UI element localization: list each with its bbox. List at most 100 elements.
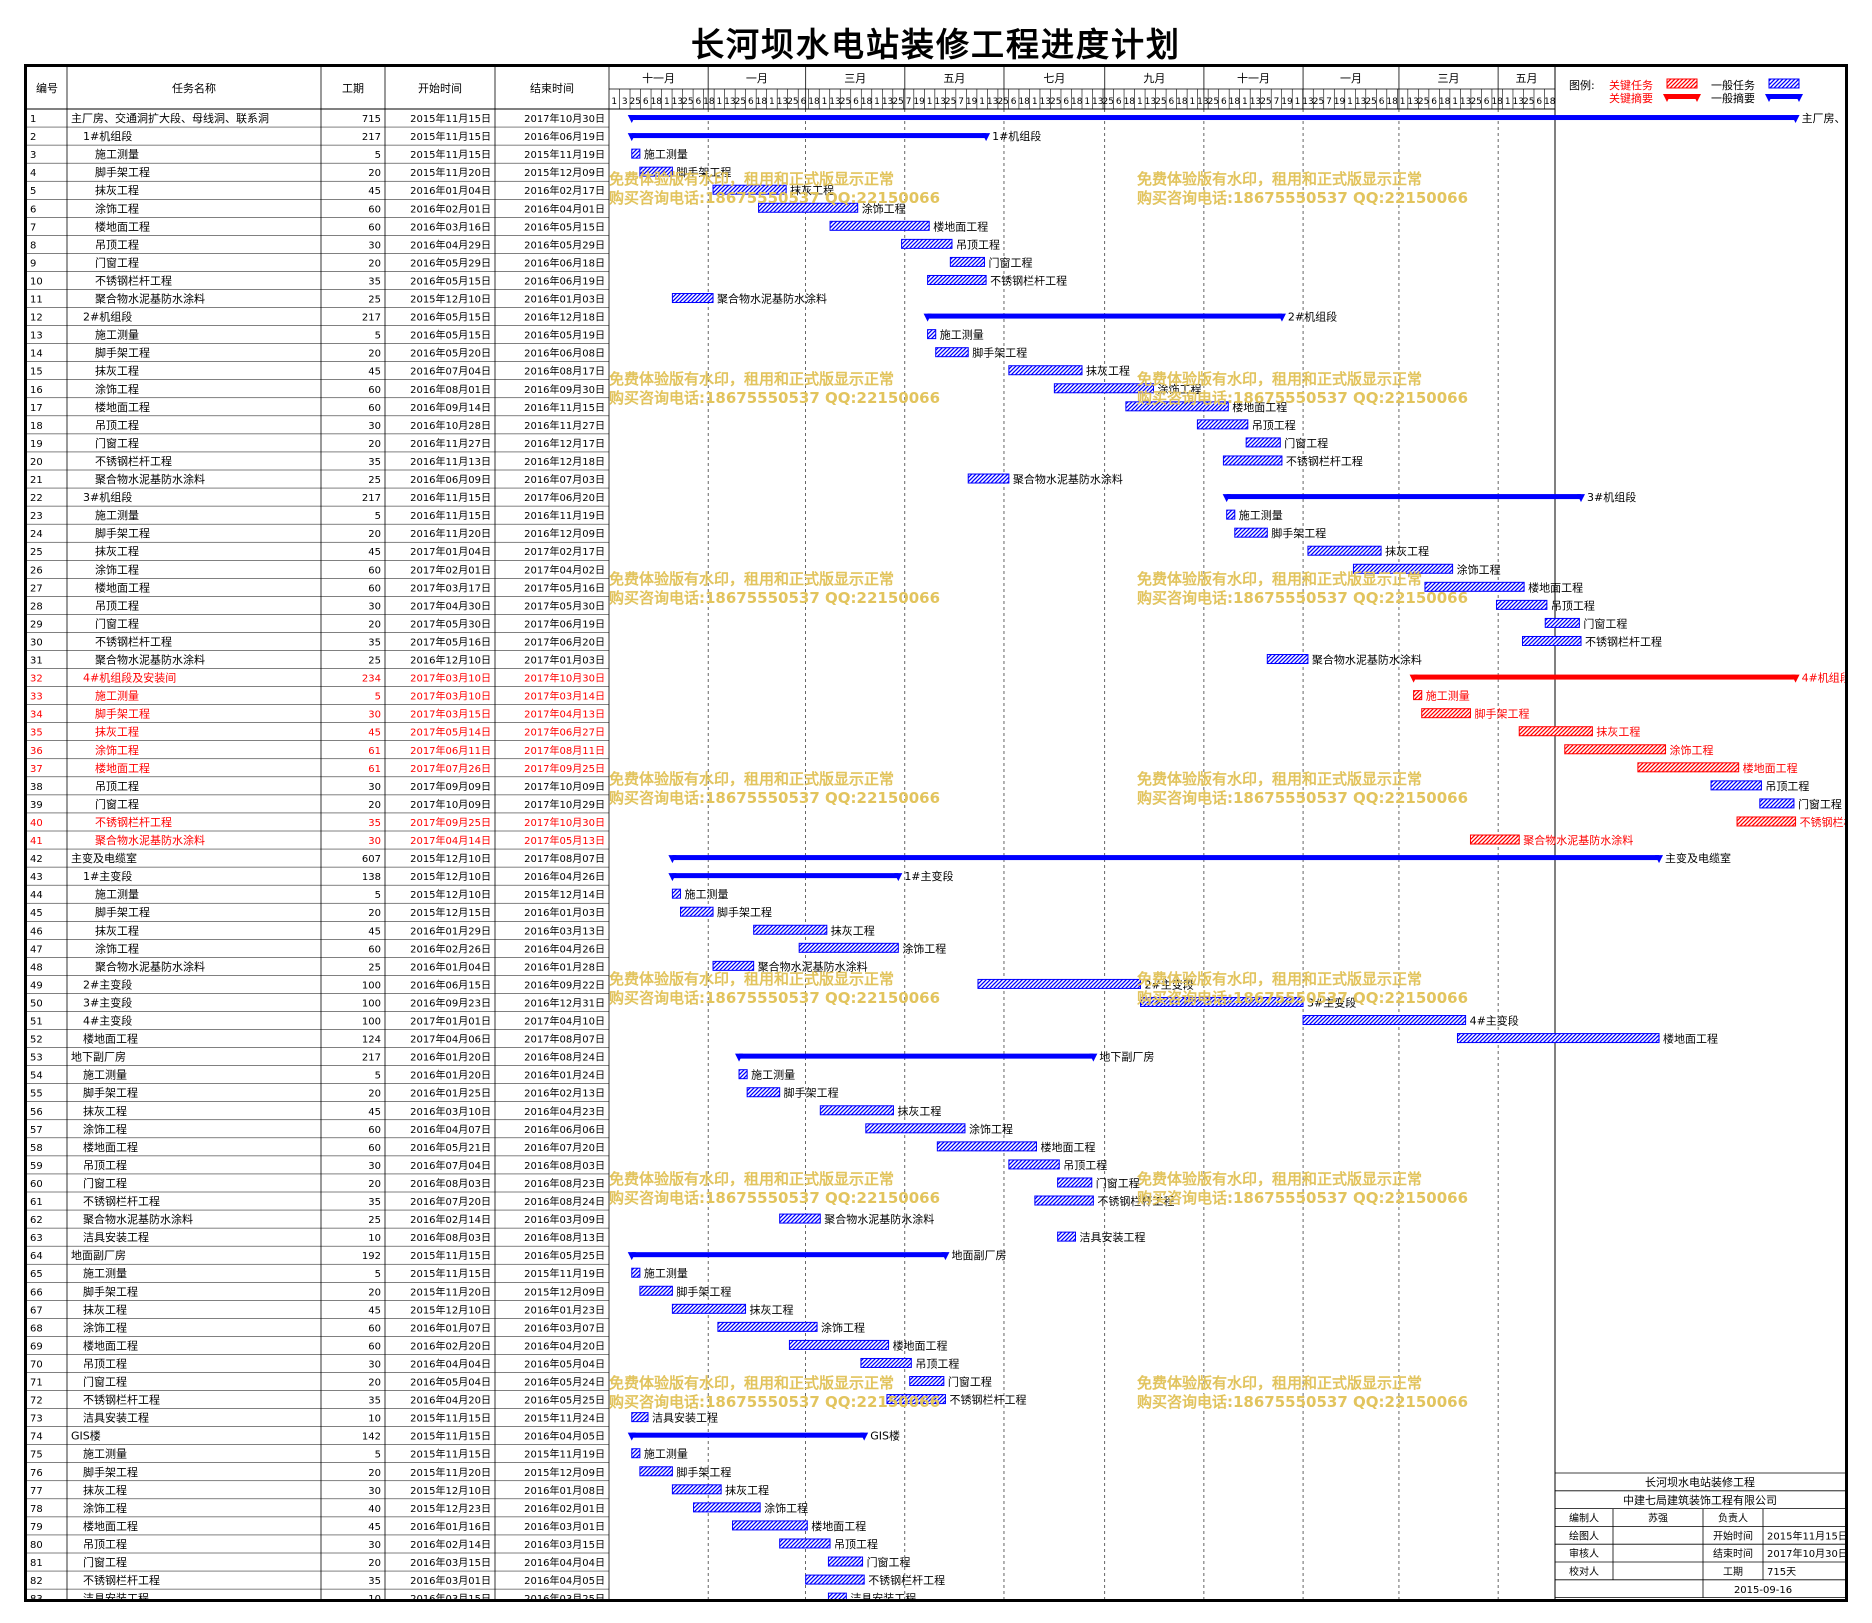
task-duration: 5: [375, 511, 381, 522]
day-label: 25: [1418, 97, 1429, 107]
day-label: 1: [1189, 97, 1195, 107]
title-block-cell: 编制人: [1569, 1512, 1599, 1525]
task-end: 2017年04月10日: [524, 1015, 605, 1028]
title-block-cell: 苏强: [1648, 1512, 1668, 1525]
task-duration: 45: [368, 186, 381, 197]
task-start: 2017年05月16日: [410, 635, 491, 648]
task-id: 60: [30, 1179, 43, 1190]
task-bar: [827, 1592, 847, 1599]
day-label: 13: [724, 97, 735, 107]
task-start: 2015年11月20日: [410, 1285, 491, 1298]
task-start: 2015年11月15日: [410, 148, 491, 161]
task-duration: 60: [368, 385, 381, 396]
task-id: 68: [30, 1323, 43, 1334]
task-bar: [1008, 1159, 1060, 1170]
day-label: 13: [882, 97, 893, 107]
bar-label: 主变及电缆室: [1665, 851, 1731, 865]
task-duration: 234: [362, 674, 381, 685]
bar-label: 不锈钢栏杆工程: [990, 273, 1067, 287]
task-duration: 217: [362, 132, 381, 143]
task-start: 2015年11月15日: [410, 112, 491, 125]
day-label: 25: [1260, 97, 1271, 107]
task-start: 2017年10月09日: [410, 798, 491, 811]
task-id: 70: [30, 1359, 43, 1370]
task-end: 2016年08月17日: [524, 365, 605, 378]
task-id: 48: [30, 962, 43, 973]
day-label: 18: [703, 97, 715, 107]
task-bar: [1564, 744, 1667, 755]
task-duration: 5: [375, 1071, 381, 1082]
task-id: 16: [30, 385, 43, 396]
task-id: 41: [30, 836, 43, 847]
day-label: 18: [651, 97, 663, 107]
task-start: 2016年07月20日: [410, 1195, 491, 1208]
task-bar: [1424, 581, 1525, 592]
task-id: 69: [30, 1341, 43, 1352]
task-bar: [631, 1448, 641, 1459]
task-name: 2#主变段: [83, 977, 132, 991]
task-id: 82: [30, 1576, 43, 1587]
task-duration: 20: [368, 619, 381, 630]
task-id: 39: [30, 800, 43, 811]
gantt-frame: 编号 任务名称 工期 开始时间 结束时间 十一月 一月 三月 五月 七月 九月 十一月 一月 三月 五月 1 3…: [24, 64, 1848, 1602]
task-id: 21: [30, 475, 43, 486]
task-id: 79: [30, 1522, 43, 1533]
task-id: 17: [30, 403, 43, 414]
task-name: 不锈钢栏杆工程: [95, 273, 172, 287]
task-name: 吊顶工程: [95, 780, 139, 793]
task-name: 涂饰工程: [95, 201, 139, 215]
task-bar: [1008, 365, 1083, 376]
day-label: 13: [777, 97, 788, 107]
task-duration: 20: [368, 1558, 381, 1569]
task-start: 2017年03月10日: [410, 690, 491, 703]
task-id: 75: [30, 1450, 43, 1461]
bar-label: 3#主变段: [1307, 995, 1356, 1009]
bar-label: 脚手架工程: [676, 1284, 731, 1298]
task-duration: 20: [368, 168, 381, 179]
column-header: 工期: [342, 82, 364, 95]
title-block-cell: 开始时间: [1713, 1529, 1753, 1542]
task-name: 施工测量: [95, 148, 139, 161]
task-start: 2016年02月14日: [410, 1213, 491, 1226]
day-label: 25: [787, 97, 798, 107]
task-start: 2017年07月26日: [410, 762, 491, 775]
bar-label: 楼地面工程: [933, 219, 988, 233]
task-name: 洁具安装工程: [83, 1591, 149, 1599]
day-label: 18: [1386, 97, 1398, 107]
task-name: 4#主变段: [83, 1014, 132, 1028]
task-start: 2015年12月23日: [410, 1502, 491, 1515]
task-bar: [1759, 798, 1795, 809]
task-start: 2015年12月15日: [410, 906, 491, 919]
bar-label: 2#机组段: [1288, 310, 1337, 324]
day-label: 25: [735, 97, 746, 107]
summary-bar: [672, 855, 1660, 861]
task-id: 27: [30, 583, 43, 594]
summary-cap-left: [668, 855, 677, 864]
task-name: 不锈钢栏杆工程: [83, 1573, 160, 1587]
task-end: 2016年01月03日: [524, 906, 605, 919]
task-start: 2017年09月25日: [410, 816, 491, 829]
column-header: 任务名称: [172, 81, 216, 95]
task-duration: 25: [368, 295, 381, 306]
task-start: 2017年05月14日: [410, 726, 491, 739]
summary-cap-left: [923, 313, 932, 322]
bar-label: 不锈钢栏杆工程: [949, 1393, 1026, 1407]
task-end: 2016年02月13日: [524, 1087, 605, 1100]
legend-normal-cap: [1795, 94, 1803, 102]
task-name: 抹灰工程: [83, 1302, 127, 1316]
task-bar: [1352, 563, 1454, 574]
task-end: 2016年04月01日: [524, 202, 605, 215]
task-start: 2016年07月04日: [410, 1159, 491, 1172]
task-name: 门窗工程: [95, 436, 139, 450]
bar-label: 吊顶工程: [1765, 780, 1809, 793]
day-label: 1: [1137, 97, 1143, 107]
task-id: 31: [30, 656, 43, 667]
task-id: 54: [30, 1071, 43, 1082]
bar-label: 抹灰工程: [750, 1302, 794, 1316]
day-label: 6: [801, 97, 807, 107]
task-duration: 607: [362, 854, 381, 865]
task-bar: [788, 1339, 890, 1350]
task-end: 2017年08月11日: [524, 744, 605, 757]
task-name: 施工测量: [95, 888, 139, 901]
task-end: 2016年11月27日: [524, 419, 605, 432]
